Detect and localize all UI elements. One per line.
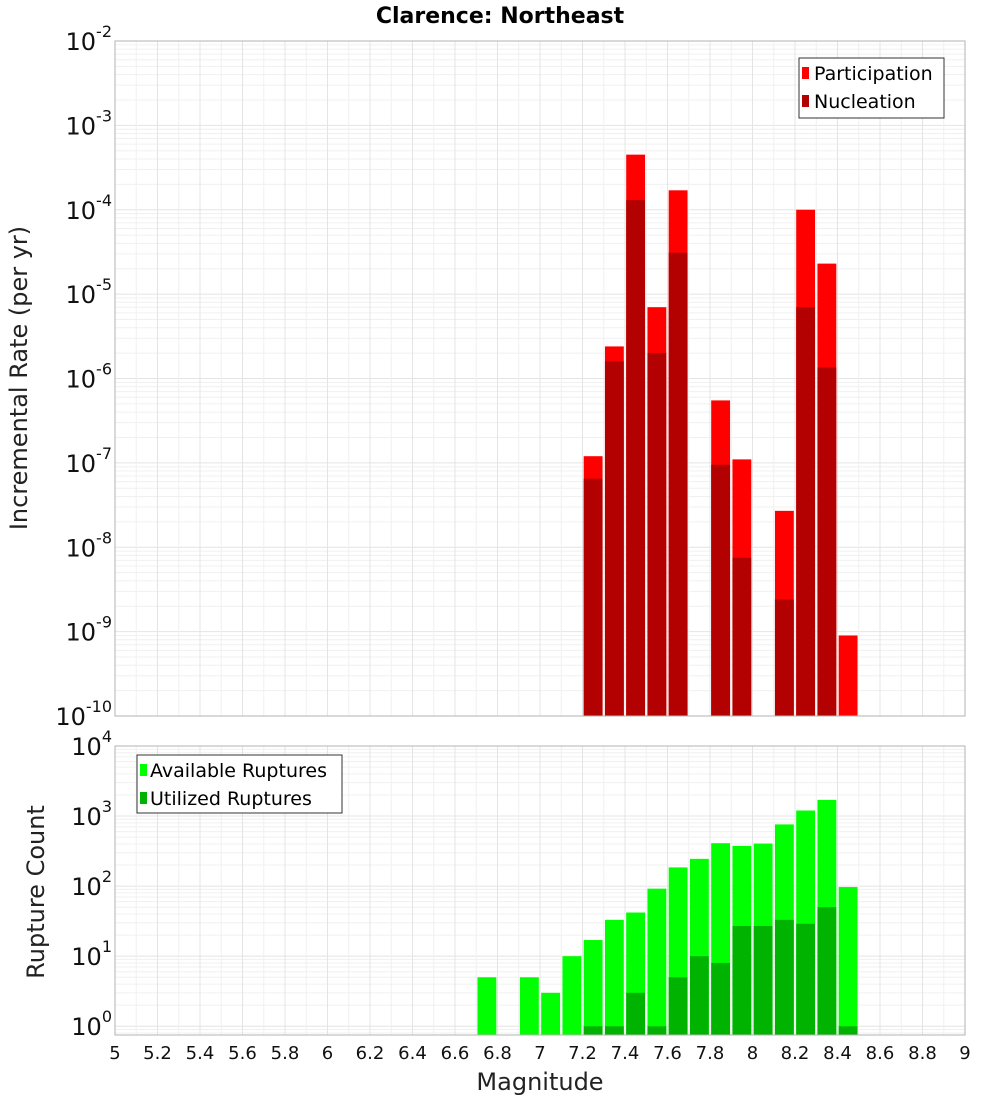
x-tick-label: 7.2 [568, 1043, 597, 1064]
bottom-y-tick-label: 102 [71, 867, 112, 901]
bottom-y-tick-labels: 100 101 102 103 104 [71, 727, 112, 1041]
top-bar-nucleation [583, 478, 603, 716]
bottom-bar-utilized-ruptures [604, 1026, 624, 1035]
top-bar-nucleation [626, 200, 646, 716]
x-tick-label: 8 [747, 1043, 758, 1064]
x-axis-label: Magnitude [476, 1068, 603, 1096]
bottom-y-axis-label: Rupture Count [22, 805, 50, 979]
x-tick-label: 6.2 [356, 1043, 385, 1064]
bottom-bar-utilized-ruptures [796, 923, 816, 1035]
top-y-tick-label: 10-4 [66, 191, 113, 225]
bottom-bar-utilized-ruptures [626, 992, 646, 1035]
bottom-bars [477, 799, 858, 1035]
chart-title: Clarence: Northeast [376, 4, 625, 29]
bottom-bar-available-ruptures [541, 992, 561, 1035]
x-tick-label: 5.2 [143, 1043, 172, 1064]
legend-label-available-ruptures: Available Ruptures [150, 760, 327, 782]
top-bar-nucleation [711, 464, 731, 716]
x-tick-label: 5.6 [228, 1043, 257, 1064]
x-tick-label: 9 [959, 1043, 970, 1064]
legend-swatch-participation [802, 67, 809, 79]
legend-label-participation: Participation [814, 63, 933, 85]
top-bar-participation [838, 635, 858, 716]
bottom-legend: Available Ruptures Utilized Ruptures [136, 754, 343, 814]
x-tick-label: 7 [534, 1043, 545, 1064]
top-y-tick-label: 10-5 [66, 275, 113, 309]
top-legend: Participation Nucleation [798, 57, 945, 119]
bottom-bar-available-ruptures [562, 956, 582, 1035]
bottom-bar-utilized-ruptures [732, 925, 752, 1035]
top-bar-nucleation [817, 367, 837, 716]
x-tick-label: 5.4 [186, 1043, 215, 1064]
top-bar-nucleation [604, 361, 624, 716]
bottom-y-tick-label: 101 [71, 937, 112, 971]
bottom-bar-utilized-ruptures [774, 919, 794, 1035]
x-tick-label: 6.6 [441, 1043, 470, 1064]
x-tick-label: 8.4 [823, 1043, 852, 1064]
bottom-legend-box [136, 754, 343, 814]
top-y-tick-label: 10-7 [66, 444, 113, 478]
bottom-bar-available-ruptures [519, 977, 539, 1035]
x-tick-label: 5.8 [271, 1043, 300, 1064]
x-tick-label: 8.2 [781, 1043, 810, 1064]
top-bar-nucleation [796, 307, 816, 716]
top-gridlines [114, 41, 966, 717]
x-tick-label: 8.8 [908, 1043, 937, 1064]
bottom-bar-utilized-ruptures [753, 925, 773, 1035]
bottom-y-tick-label: 103 [71, 797, 112, 831]
bottom-bar-utilized-ruptures [647, 1026, 667, 1035]
legend-label-nucleation: Nucleation [814, 91, 916, 113]
bottom-bar-utilized-ruptures [838, 1026, 858, 1035]
top-bar-nucleation [774, 599, 794, 716]
top-legend-box [798, 57, 945, 119]
bottom-bar-utilized-ruptures [668, 977, 688, 1035]
bottom-bar-available-ruptures [604, 919, 624, 1035]
x-tick-label: 6.4 [398, 1043, 427, 1064]
bottom-y-tick-label: 100 [71, 1007, 112, 1041]
x-tick-label: 8.6 [866, 1043, 895, 1064]
top-bars [583, 154, 858, 716]
x-tick-label: 6 [322, 1043, 333, 1064]
x-tick-label: 7.6 [653, 1043, 682, 1064]
top-bar-nucleation [647, 353, 667, 716]
top-bar-nucleation [732, 557, 752, 716]
legend-label-utilized-ruptures: Utilized Ruptures [150, 788, 312, 810]
bottom-plot-frame [114, 745, 966, 1036]
x-tick-label: 5 [109, 1043, 120, 1064]
top-y-tick-labels: 10-10 10-9 10-8 10-7 10-6 10-5 10-4 10-3 10-2 [55, 22, 112, 731]
x-tick-label: 6.8 [483, 1043, 512, 1064]
bottom-bar-utilized-ruptures [583, 1026, 603, 1035]
top-bar-nucleation [668, 252, 688, 716]
bottom-bar-utilized-ruptures [817, 907, 837, 1035]
top-plot-frame [114, 40, 966, 717]
top-y-tick-label: 10-8 [66, 528, 113, 562]
legend-swatch-utilized-ruptures [140, 792, 147, 804]
top-y-tick-label: 10-2 [66, 22, 113, 56]
bottom-y-tick-label: 104 [71, 727, 112, 761]
x-tick-labels: 5 5.2 5.4 5.6 5.8 6 6.2 6.4 6.6 6.8 7 7.2 7.4 7.6 7.8 8… [109, 1043, 970, 1064]
bottom-bar-utilized-ruptures [711, 962, 731, 1035]
bottom-bar-utilized-ruptures [689, 956, 709, 1035]
legend-swatch-nucleation [802, 95, 809, 107]
top-y-tick-label: 10-6 [66, 360, 113, 394]
legend-swatch-available-ruptures [140, 764, 147, 776]
top-y-axis-label: Incremental Rate (per yr) [5, 226, 33, 530]
bottom-bar-available-ruptures [477, 977, 497, 1035]
top-y-tick-label: 10-10 [55, 697, 112, 731]
bottom-bar-available-ruptures [583, 940, 603, 1035]
x-tick-label: 7.8 [696, 1043, 725, 1064]
top-y-tick-label: 10-9 [66, 613, 113, 647]
bottom-bar-available-ruptures [647, 888, 667, 1035]
x-tick-label: 7.4 [611, 1043, 640, 1064]
top-y-tick-label: 10-3 [66, 106, 113, 140]
bottom-bar-available-ruptures [838, 887, 858, 1035]
